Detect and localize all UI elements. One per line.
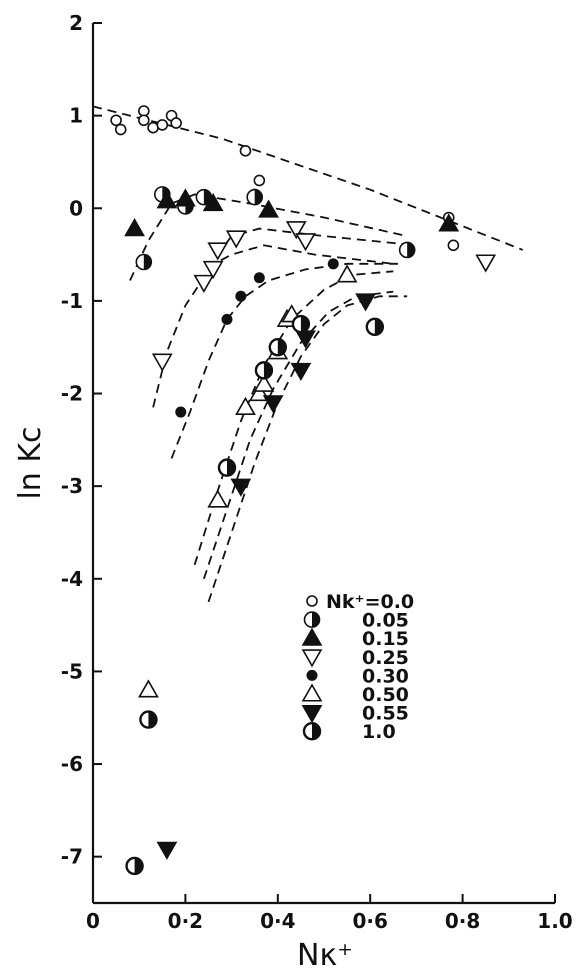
legend-label: 0.25 (362, 647, 409, 669)
data-point-circle-filled-small (221, 313, 233, 325)
legend-marker (301, 705, 323, 724)
x-tick-label: 1.0 (537, 909, 572, 933)
x-tick-label: 0·6 (352, 909, 387, 933)
data-point-circle-half (246, 188, 263, 206)
data-point-circle-open-small (114, 123, 127, 136)
x-tick-label: 0·4 (260, 909, 295, 933)
data-point-triangle-down-open (207, 242, 229, 261)
x-tick-label: 0·8 (445, 909, 480, 933)
chart-legend: Nk⁺=0.00.050.150.250.300.500.551.0 (301, 591, 414, 743)
data-point-circle-open-small (170, 117, 182, 129)
data-point-triangle-up-filled (175, 188, 196, 207)
data-point-triangle-up-filled (156, 190, 178, 209)
y-tick-label: -5 (61, 659, 83, 683)
fit-line-2 (129, 193, 408, 281)
data-point-circle-open-small (156, 119, 169, 131)
data-point-triangle-up-filled (202, 193, 224, 212)
data-point-circle-half-bold (125, 856, 144, 876)
y-tick-label: 0 (69, 196, 83, 220)
legend-label: 1.0 (362, 721, 396, 743)
fit-line-8 (207, 295, 408, 603)
legend-marker (301, 683, 323, 702)
data-point-triangle-down-open (225, 230, 247, 249)
legend-marker (303, 611, 321, 628)
data-point-triangle-up-filled (124, 218, 145, 237)
x-axis-title: Nκ⁺ (297, 938, 353, 973)
data-point-triangle-up-open (207, 489, 229, 508)
data-point-circle-half (135, 253, 153, 271)
data-point-circle-open-small (110, 114, 122, 127)
data-point-triangle-down-open (202, 260, 224, 280)
data-point-triangle-down-open (295, 233, 316, 252)
data-point-triangle-down-open (193, 274, 215, 293)
y-tick-label: -2 (61, 382, 83, 406)
data-point-circle-half-bold (139, 710, 158, 729)
data-point-triangle-up-filled (258, 199, 279, 218)
plot-axes (91, 23, 555, 905)
data-point-circle-open-small (253, 174, 266, 187)
y-tick-label: -6 (61, 752, 83, 776)
legend-marker (301, 649, 323, 668)
y-axis-title: ln Kc (13, 426, 48, 499)
fit-line-3 (216, 227, 417, 256)
y-tick-label: -4 (61, 567, 83, 591)
fit-line-4 (152, 244, 394, 408)
data-point-circle-open-small (447, 239, 460, 252)
data-point-triangle-up-open (336, 264, 358, 283)
y-tick-label: -1 (61, 289, 83, 313)
legend-marker (302, 722, 322, 741)
data-point-circle-half (398, 241, 416, 259)
y-tick-label: 2 (69, 11, 83, 35)
legend-label: 0.05 (362, 610, 409, 632)
y-tick-label: -3 (61, 474, 83, 498)
data-point-circle-filled-small (253, 272, 265, 284)
data-point-circle-filled-small (235, 290, 247, 302)
data-point-circle-filled-small (175, 406, 187, 418)
data-point-circle-half-bold (268, 338, 287, 357)
y-tick-label: 1 (69, 104, 83, 128)
data-point-triangle-up-open (235, 396, 256, 415)
data-point-circle-half-bold (365, 317, 385, 337)
legend-label: Nk⁺=0.0 (326, 591, 414, 613)
data-point-circle-half-bold (217, 458, 237, 477)
data-point-triangle-down-filled (290, 362, 312, 381)
fit-line-5 (170, 262, 398, 459)
x-tick-label: 0·2 (168, 909, 203, 933)
data-point-circle-open-small (138, 114, 150, 127)
data-point-circle-filled-small (327, 258, 339, 270)
legend-marker (306, 669, 318, 681)
data-point-circle-half-bold (254, 361, 274, 380)
legend-marker (306, 595, 318, 607)
data-point-triangle-down-filled (262, 395, 284, 414)
data-point-triangle-down-filled (355, 293, 376, 312)
legend-label: 0.30 (362, 665, 409, 687)
data-point-triangle-up-open (253, 373, 275, 392)
data-points (110, 105, 497, 876)
y-tick-label: -7 (61, 845, 83, 869)
data-point-circle-open-small (239, 145, 252, 157)
data-point-triangle-down-open (151, 353, 173, 372)
x-tick-label: 0 (86, 909, 100, 933)
legend-label: 0.15 (362, 628, 409, 650)
legend-label: 0.50 (362, 684, 409, 706)
data-point-triangle-down-open (475, 254, 497, 273)
data-point-triangle-up-open (138, 679, 159, 698)
data-point-triangle-down-open (285, 221, 307, 240)
fit-line-7 (203, 290, 394, 580)
data-point-triangle-down-filled (156, 841, 178, 860)
data-point-triangle-up-filled (438, 213, 460, 232)
data-point-circle-half-bold (291, 314, 311, 334)
axis-ticks: 0 0·2 0·4 0·6 0·8 1.0 2 1 0 -1 -2 -3 -4 -5 -6 -7 (61, 11, 573, 933)
data-point-triangle-down-filled (230, 478, 252, 497)
legend-label: 0.55 (362, 703, 409, 725)
data-point-triangle-down-filled (295, 330, 316, 349)
legend-marker (301, 627, 323, 646)
